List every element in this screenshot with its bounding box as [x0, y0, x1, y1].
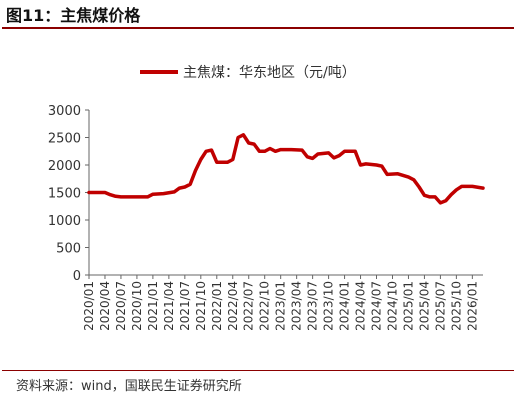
x-tick-label: 2020/04 [98, 281, 112, 331]
x-tick-label: 2023/04 [290, 281, 304, 331]
x-tick-label: 2025/10 [449, 281, 463, 331]
x-tick-label: 2026/01 [465, 281, 479, 331]
y-tick-label: 1000 [48, 214, 81, 229]
x-tick-label: 2021/01 [146, 281, 160, 331]
x-tick-label: 2024/01 [338, 281, 352, 331]
x-tick-label: 2023/10 [322, 281, 336, 331]
legend-label: 主焦煤：华东地区（元/吨） [183, 65, 356, 81]
x-tick-label: 2024/04 [354, 281, 368, 331]
x-tick-label: 2025/07 [433, 281, 447, 331]
figure-title: 图11：主焦煤价格 [6, 6, 141, 25]
legend: 主焦煤：华东地区（元/吨） [140, 65, 356, 81]
series-line [87, 133, 485, 205]
x-tick-label: 2025/04 [417, 281, 431, 331]
y-axis: 0 500 1000 1500 2000 2500 3000 [48, 104, 90, 284]
y-tick-label: 2000 [48, 159, 81, 174]
source-note: 资料来源：wind，国联民生证券研究所 [16, 379, 242, 394]
x-tick-label: 2025/01 [401, 281, 415, 331]
y-tick-label: 3000 [48, 104, 81, 119]
x-tick-label: 2023/07 [306, 281, 320, 331]
footer-divider [2, 370, 514, 371]
x-tick-label: 2022/04 [226, 281, 240, 331]
line-chart: 主焦煤：华东地区（元/吨） 0 500 1000 1500 2000 2500 3000 2… [48, 65, 485, 331]
y-tick-label: 500 [56, 242, 81, 257]
x-tick-label: 2024/10 [385, 281, 399, 331]
y-tick-label: 0 [73, 269, 81, 284]
x-tick-label: 2021/04 [162, 281, 176, 331]
y-tick-label: 1500 [48, 187, 81, 202]
x-tick-label: 2020/10 [130, 281, 144, 331]
x-tick-label: 2023/01 [274, 281, 288, 331]
title-divider [2, 27, 514, 29]
x-tick-label: 2020/01 [82, 281, 96, 331]
plot-area [87, 133, 485, 205]
x-tick-label: 2024/07 [370, 281, 384, 331]
x-tick-label: 2020/07 [114, 281, 128, 331]
x-tick-label: 2021/07 [178, 281, 192, 331]
y-tick-label: 2500 [48, 132, 81, 147]
x-tick-label: 2022/07 [242, 281, 256, 331]
x-tick-label: 2022/10 [258, 281, 272, 331]
x-tick-label: 2022/01 [210, 281, 224, 331]
x-axis: 2020/01 2020/04 2020/07 2020/10 2021/01 2021/… [82, 274, 483, 331]
x-tick-label: 2021/10 [194, 281, 208, 331]
